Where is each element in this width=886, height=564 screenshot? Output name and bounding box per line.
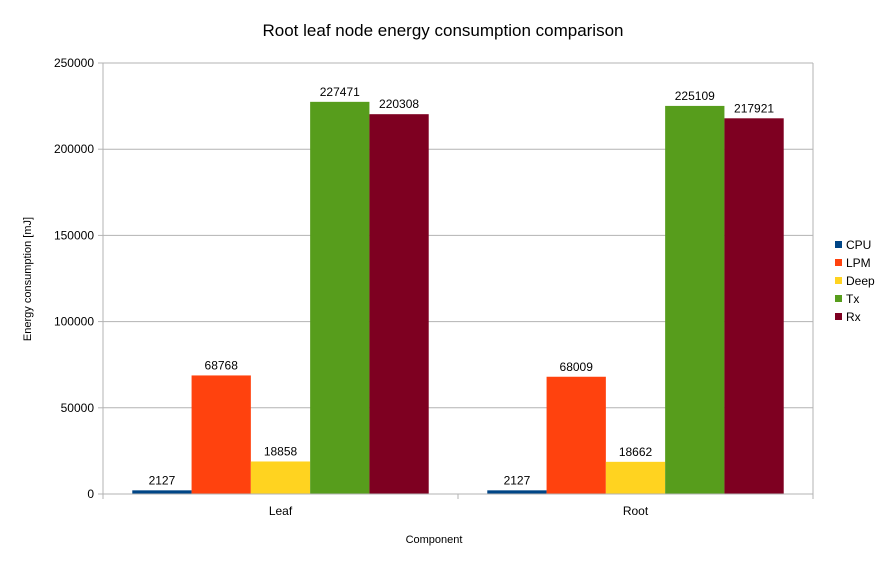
data-label: 220308 xyxy=(379,97,419,111)
y-tick-label: 100000 xyxy=(54,315,94,329)
y-tick-label: 150000 xyxy=(54,228,94,242)
chart-title: Root leaf node energy consumption compar… xyxy=(263,21,624,40)
data-label: 225109 xyxy=(675,89,715,103)
legend-swatch-cpu xyxy=(835,241,842,248)
legend-swatch-tx xyxy=(835,295,842,302)
bar-rx-root xyxy=(724,118,784,494)
legend-label-rx: Rx xyxy=(846,310,861,324)
bar-cpu-leaf xyxy=(132,490,192,494)
legend-swatch-rx xyxy=(835,313,842,320)
legend-label-deep: Deep xyxy=(846,274,875,288)
x-axis-label: Component xyxy=(406,534,463,546)
y-tick-label: 250000 xyxy=(54,56,94,70)
bar-rx-leaf xyxy=(369,114,429,494)
data-labels: 2127 68768 18858 227471 220308 2127 68009 18662… xyxy=(149,85,775,487)
bar-cpu-root xyxy=(487,490,547,494)
bar-tx-root xyxy=(665,105,725,495)
bar-deep-leaf xyxy=(250,461,311,494)
bar-lpm-root xyxy=(546,376,606,494)
y-axis-label: Energy consumption [mJ] xyxy=(22,217,34,341)
axes: 0 50000 100000 150000 200000 250000 Leaf Root xyxy=(54,56,814,518)
data-label: 68768 xyxy=(205,358,239,372)
x-tick-label: Root xyxy=(623,504,649,518)
data-label: 2127 xyxy=(504,473,531,487)
y-tick-label: 50000 xyxy=(61,401,95,415)
bar-lpm-leaf xyxy=(191,375,251,494)
bars xyxy=(132,101,784,495)
bar-tx-leaf xyxy=(310,101,370,494)
data-label: 217921 xyxy=(734,101,774,115)
y-tick-label: 0 xyxy=(87,487,94,501)
data-label: 18662 xyxy=(619,445,653,459)
bar-deep-root xyxy=(605,461,666,494)
legend-label-tx: Tx xyxy=(846,292,859,306)
legend-label-cpu: CPU xyxy=(846,238,871,252)
legend-label-lpm: LPM xyxy=(846,256,871,270)
legend: CPU LPM Deep Tx Rx xyxy=(835,238,875,324)
y-tick-label: 200000 xyxy=(54,142,94,156)
data-label: 68009 xyxy=(560,360,594,374)
data-label: 18858 xyxy=(264,444,298,458)
x-tick-label: Leaf xyxy=(269,504,293,518)
data-label: 227471 xyxy=(320,85,360,99)
legend-swatch-deep xyxy=(835,277,842,284)
data-label: 2127 xyxy=(149,473,176,487)
legend-swatch-lpm xyxy=(835,259,842,266)
